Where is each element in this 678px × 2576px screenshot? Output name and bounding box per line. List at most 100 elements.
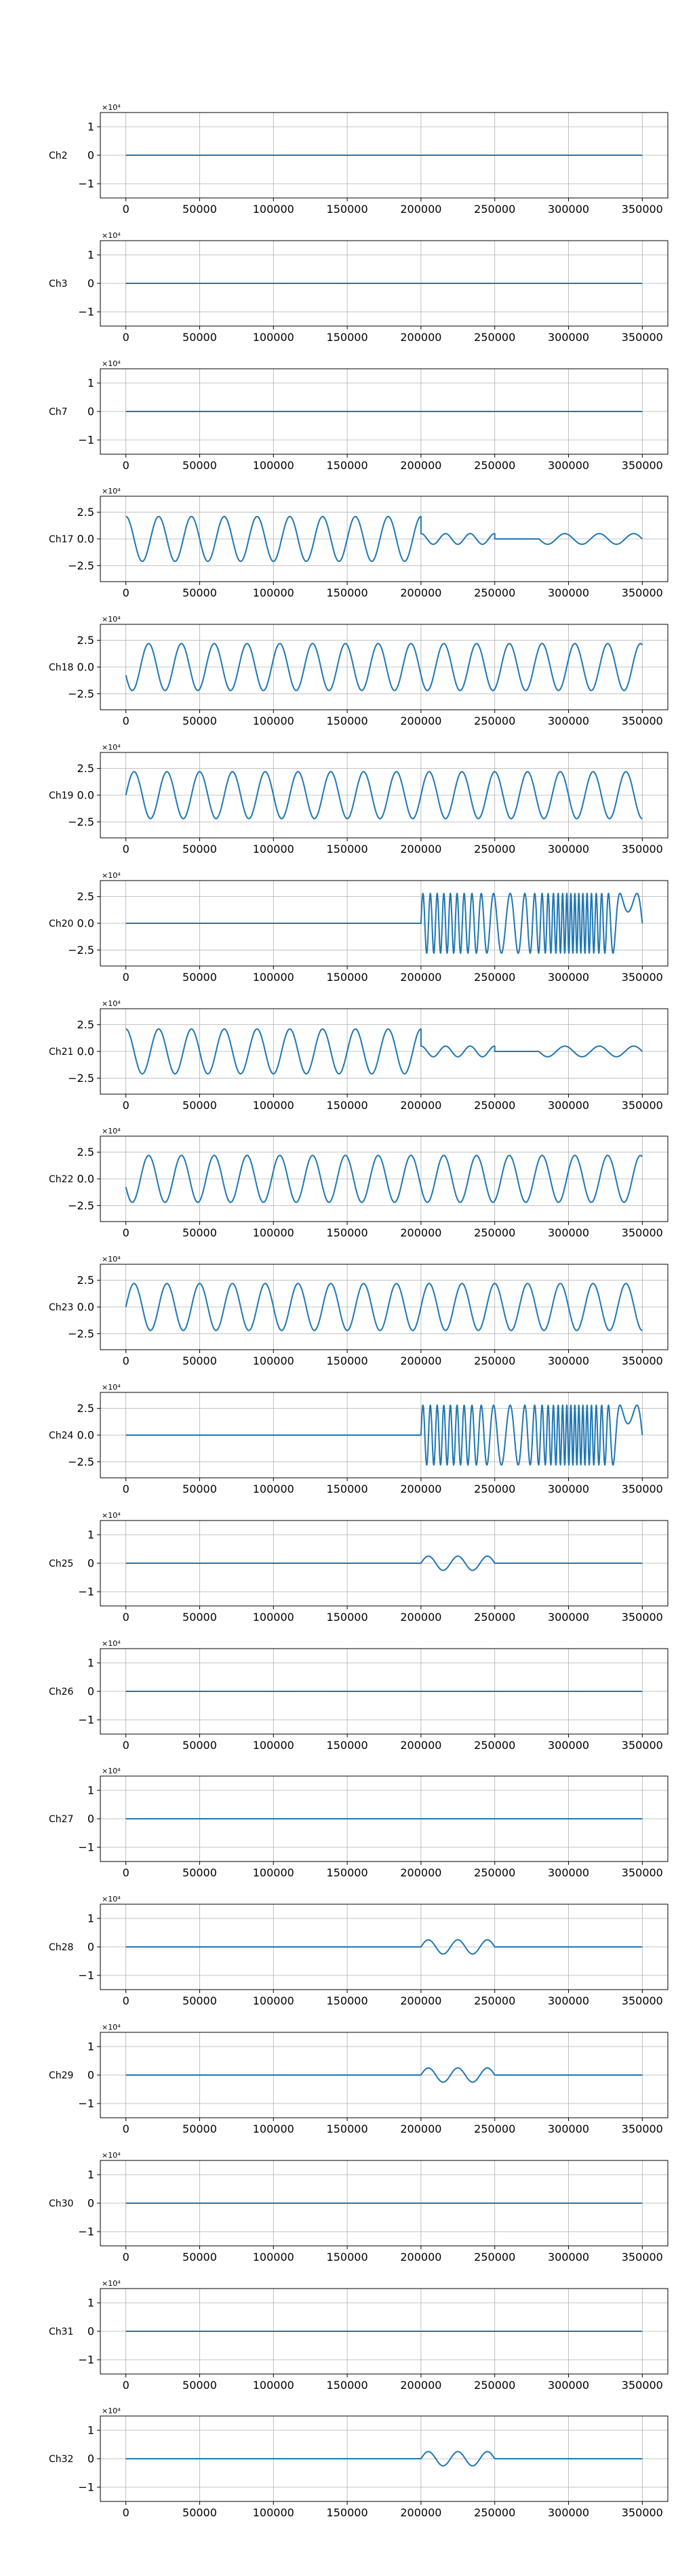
- x-tick-label: 300000: [548, 971, 589, 984]
- channel-panel-ch7: 0 50000 100000 150000 200000 250000 300000 3500…: [49, 359, 669, 472]
- y-tick-label: 2.5: [77, 762, 94, 775]
- channel-label: Ch23: [49, 1302, 73, 1313]
- x-tick-label: 100000: [253, 331, 294, 344]
- channel-panel-ch18: 0 50000 100000 150000 200000 250000 300000 3500…: [49, 615, 669, 727]
- series-line-ch32: [125, 2451, 643, 2467]
- y-tick-label: 2.5: [77, 1274, 94, 1287]
- x-tick-label: 200000: [400, 1739, 441, 1752]
- y-tick-label: −2.5: [68, 1199, 94, 1212]
- x-tick-label: 100000: [253, 1611, 294, 1624]
- x-tick-label: 300000: [548, 1226, 589, 1239]
- x-tick-label: 350000: [622, 1099, 663, 1112]
- y-offset-text: ×10⁴: [102, 1255, 121, 1264]
- x-tick-label: 50000: [182, 1226, 217, 1239]
- y-tick-label: 0: [87, 277, 94, 290]
- x-tick-label: 200000: [400, 2251, 441, 2263]
- x-tick-label: 300000: [548, 715, 589, 727]
- x-tick-label: 250000: [474, 1866, 515, 1879]
- x-tick-label: 250000: [474, 1483, 515, 1495]
- y-tick-label: −1: [78, 178, 94, 190]
- x-tick-label: 250000: [474, 971, 515, 984]
- channel-panel-ch29: 0 50000 100000 150000 200000 250000 300000 3500…: [49, 2023, 669, 2135]
- series-line-ch29: [125, 2067, 643, 2083]
- x-tick-label: 200000: [400, 203, 441, 216]
- y-tick-label: 1: [87, 2040, 94, 2053]
- x-tick-label: 250000: [474, 1994, 515, 2007]
- channel-label: Ch31: [49, 2327, 73, 2337]
- x-tick-label: 350000: [622, 715, 663, 727]
- x-tick-label: 250000: [474, 459, 515, 472]
- x-tick-label: 150000: [327, 1483, 368, 1495]
- x-tick-label: 300000: [548, 586, 589, 599]
- y-tick-label: 0.0: [77, 1045, 94, 1058]
- x-tick-label: 300000: [548, 2122, 589, 2135]
- channel-panel-ch31: 0 50000 100000 150000 200000 250000 300000 3500…: [49, 2279, 669, 2392]
- y-offset-text: ×10⁴: [102, 2023, 121, 2032]
- channel-label: Ch17: [49, 534, 73, 545]
- y-tick-label: 2.5: [77, 890, 94, 903]
- series-line-ch20: [125, 892, 643, 954]
- channel-label: Ch25: [49, 1558, 73, 1569]
- channel-label: Ch30: [49, 2198, 73, 2209]
- x-tick-label: 250000: [474, 2122, 515, 2135]
- y-tick-label: 0.0: [77, 661, 94, 674]
- y-tick-label: 0: [87, 1941, 94, 1954]
- channel-label: Ch28: [49, 1942, 73, 1953]
- channel-panel-ch28: 0 50000 100000 150000 200000 250000 300000 3500…: [49, 1895, 669, 2007]
- x-tick-label: 100000: [253, 1099, 294, 1112]
- x-tick-label: 200000: [400, 2122, 441, 2135]
- y-offset-text: ×10⁴: [102, 2151, 121, 2160]
- y-tick-label: −2.5: [68, 687, 94, 700]
- y-tick-label: 0.0: [77, 533, 94, 546]
- x-tick-label: 150000: [327, 2506, 368, 2519]
- channel-label: Ch32: [49, 2454, 73, 2465]
- series-line-ch24: [125, 1404, 643, 1466]
- x-tick-label: 50000: [182, 331, 217, 344]
- x-tick-label: 250000: [474, 2379, 515, 2392]
- x-tick-label: 0: [123, 203, 129, 216]
- y-tick-label: 0: [87, 1557, 94, 1570]
- series-line-ch19: [125, 771, 643, 820]
- channel-label: Ch18: [49, 662, 73, 673]
- y-offset-text: ×10⁴: [102, 1511, 121, 1520]
- y-tick-label: −1: [78, 2354, 94, 2367]
- channel-panel-ch24: 0 50000 100000 150000 200000 250000 300000 3500…: [49, 1383, 669, 1495]
- y-tick-label: −2.5: [68, 1327, 94, 1340]
- x-tick-label: 150000: [327, 971, 368, 984]
- x-tick-label: 200000: [400, 971, 441, 984]
- y-tick-label: 2.5: [77, 506, 94, 519]
- x-tick-label: 50000: [182, 2122, 217, 2135]
- channel-panel-ch17: 0 50000 100000 150000 200000 250000 300000 3500…: [49, 487, 669, 599]
- x-tick-label: 100000: [253, 2506, 294, 2519]
- y-tick-label: −1: [78, 2226, 94, 2238]
- x-tick-label: 300000: [548, 1994, 589, 2007]
- x-tick-label: 200000: [400, 2506, 441, 2519]
- x-tick-label: 50000: [182, 2506, 217, 2519]
- channel-label: Ch2: [49, 150, 68, 161]
- y-tick-label: 2.5: [77, 1146, 94, 1159]
- channel-label: Ch20: [49, 919, 73, 929]
- x-tick-label: 0: [123, 1226, 129, 1239]
- y-tick-label: 1: [87, 1912, 94, 1925]
- channel-panel-ch27: 0 50000 100000 150000 200000 250000 300000 3500…: [49, 1767, 669, 1879]
- x-tick-label: 150000: [327, 2122, 368, 2135]
- x-tick-label: 200000: [400, 1611, 441, 1624]
- y-tick-label: 1: [87, 2169, 94, 2181]
- series-line-ch17: [125, 515, 643, 563]
- x-tick-label: 200000: [400, 1226, 441, 1239]
- x-tick-label: 350000: [622, 971, 663, 984]
- x-tick-label: 200000: [400, 1866, 441, 1879]
- x-tick-label: 50000: [182, 459, 217, 472]
- y-tick-label: 1: [87, 377, 94, 390]
- x-tick-label: 300000: [548, 331, 589, 344]
- x-tick-label: 50000: [182, 1354, 217, 1367]
- channel-label: Ch7: [49, 407, 68, 418]
- x-tick-label: 100000: [253, 971, 294, 984]
- y-tick-label: −1: [78, 1714, 94, 1727]
- y-tick-label: −1: [78, 434, 94, 447]
- y-tick-label: 0: [87, 149, 94, 162]
- y-tick-label: 1: [87, 2297, 94, 2310]
- x-tick-label: 300000: [548, 1099, 589, 1112]
- x-tick-label: 0: [123, 1739, 129, 1752]
- y-tick-label: 1: [87, 2424, 94, 2437]
